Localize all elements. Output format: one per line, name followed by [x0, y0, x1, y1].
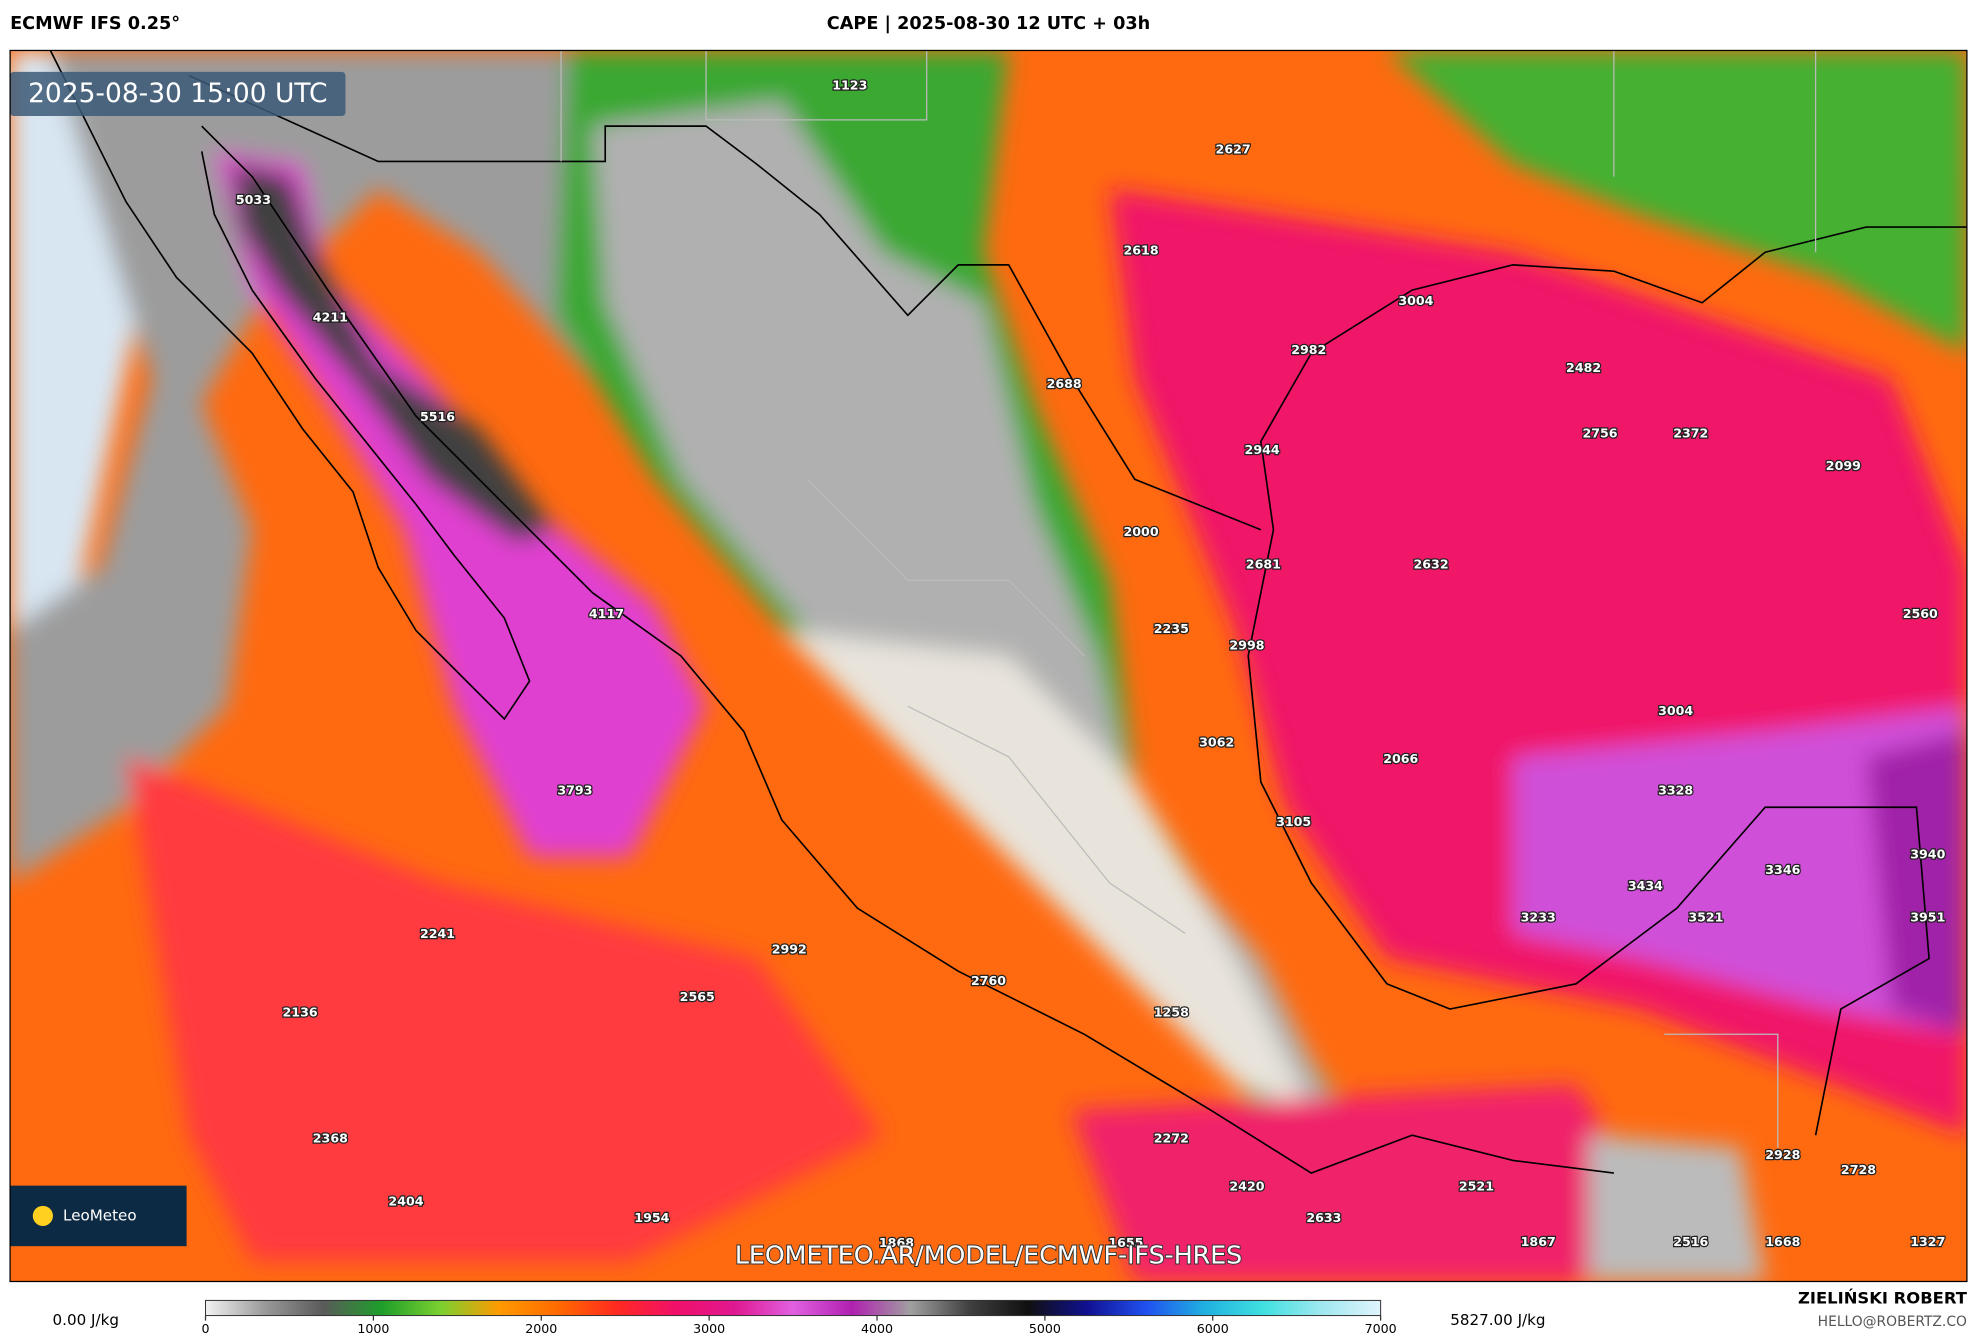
colorbar-max: 5827.00 J/kg: [1450, 1311, 1545, 1329]
time-box: [10, 71, 346, 117]
cape-value: 2760: [971, 973, 1006, 988]
colorbar-min: 0.00 J/kg: [53, 1311, 119, 1329]
colorbar-tick-label: 6000: [1197, 1321, 1229, 1336]
cape-value: 2099: [1826, 458, 1861, 473]
colorbar-tick-label: 3000: [693, 1321, 725, 1336]
cape-value: 2516: [1673, 1234, 1708, 1249]
cape-value: 2627: [1216, 142, 1251, 157]
cape-value: 3951: [1910, 910, 1945, 925]
cape-value: 1655: [1108, 1235, 1143, 1250]
cape-value: 2756: [1582, 425, 1617, 440]
cape-value: 2136: [283, 1004, 318, 1019]
cape-value: 2998: [1229, 637, 1264, 652]
cape-value: 2560: [1903, 606, 1938, 621]
cape-value: 1954: [634, 1210, 669, 1225]
cape-value: 2272: [1154, 1130, 1189, 1145]
credit-email: HELLO@ROBERTZ.CO: [1818, 1314, 1967, 1330]
cape-value: 3062: [1199, 734, 1234, 749]
cape-value: 3328: [1658, 782, 1693, 797]
cape-value: 2420: [1229, 1178, 1264, 1193]
cape-value: 2944: [1245, 442, 1280, 457]
colorbar-tick-label: 5000: [1029, 1321, 1061, 1336]
logo-sun: [32, 1205, 53, 1227]
valid-time: 2025-08-30 15:00 UTC: [28, 78, 327, 109]
cape-value: 4211: [313, 309, 348, 324]
cape-value: 2372: [1673, 425, 1708, 440]
cape-value: 2633: [1306, 1210, 1341, 1225]
cape-value: 1868: [879, 1235, 914, 1250]
colorbar-tick-label: 7000: [1365, 1321, 1397, 1336]
cape-field: [10, 50, 1967, 1282]
watermark: LEOMETEO.AR/MODEL/ECMWF-IFS-HRES: [735, 1240, 1242, 1269]
cape-value: 3940: [1910, 847, 1945, 862]
cape-value: 1867: [1521, 1234, 1556, 1249]
cape-value: 2241: [420, 926, 455, 941]
cape-value: 2066: [1383, 751, 1418, 766]
coastline: [49, 50, 1967, 1174]
colorbar-tick-label: 4000: [861, 1321, 893, 1336]
cape-value: 2982: [1291, 342, 1326, 357]
colorbar-tick-label: 0: [202, 1321, 210, 1336]
map: 1123 2627 5033 2618 4211 3004 2982 2482 2688 5516…: [10, 50, 1967, 1282]
colorbar-tick-label: 1000: [357, 1321, 389, 1336]
cape-value: 3105: [1276, 814, 1311, 829]
cape-value: 3793: [557, 782, 592, 797]
cape-value: 2688: [1047, 376, 1082, 391]
cape-value: 2928: [1765, 1147, 1800, 1162]
cape-value: 2681: [1246, 557, 1281, 572]
cape-value: 1258: [1154, 1004, 1189, 1019]
colorbar-ramp: [205, 1299, 1382, 1317]
cape-value: 1668: [1765, 1234, 1800, 1249]
cape-value: 1123: [832, 77, 867, 92]
cape-value: 2404: [388, 1194, 423, 1209]
cape-value: 3346: [1765, 862, 1800, 877]
cape-value: 2618: [1124, 243, 1159, 258]
cape-value: 4117: [589, 606, 624, 621]
colorbar: 0 1000 2000 3000 4000 5000 6000 7000: [202, 1299, 1397, 1336]
cape-value: 1327: [1910, 1234, 1945, 1249]
cape-value: 3434: [1628, 878, 1663, 893]
cape-value: 2728: [1841, 1162, 1876, 1177]
cape-value: 2565: [680, 989, 715, 1004]
cape-value: 2482: [1566, 360, 1601, 375]
cape-value: 2521: [1459, 1178, 1494, 1193]
chart-title: CAPE | 2025-08-30 12 UTC + 03h: [827, 14, 1150, 34]
cape-value: 2632: [1414, 557, 1449, 572]
cape-value: 2368: [313, 1130, 348, 1145]
cape-value: 3004: [1398, 293, 1433, 308]
cape-value: 5516: [420, 409, 455, 424]
model-name: ECMWF IFS 0.25°: [10, 14, 180, 34]
map-frame: [9, 49, 1968, 1283]
cape-value: 2000: [1124, 524, 1159, 539]
borders: [560, 50, 1817, 1148]
colorbar-tick-label: 2000: [525, 1321, 557, 1336]
value-labels: 1123 2627 5033 2618 4211 3004 2982 2482 2688 5516…: [235, 76, 1947, 1251]
cape-value: 2235: [1154, 621, 1189, 636]
cape-value: 3233: [1521, 910, 1556, 925]
logo-text: LeoMeteo: [63, 1206, 137, 1224]
cape-value: 5033: [236, 192, 271, 207]
cape-value: 3521: [1688, 910, 1723, 925]
cape-value: 2992: [772, 941, 807, 956]
cape-value: 3004: [1658, 703, 1693, 718]
credit-author: ZIELIŃSKI ROBERT: [1798, 1289, 1968, 1308]
